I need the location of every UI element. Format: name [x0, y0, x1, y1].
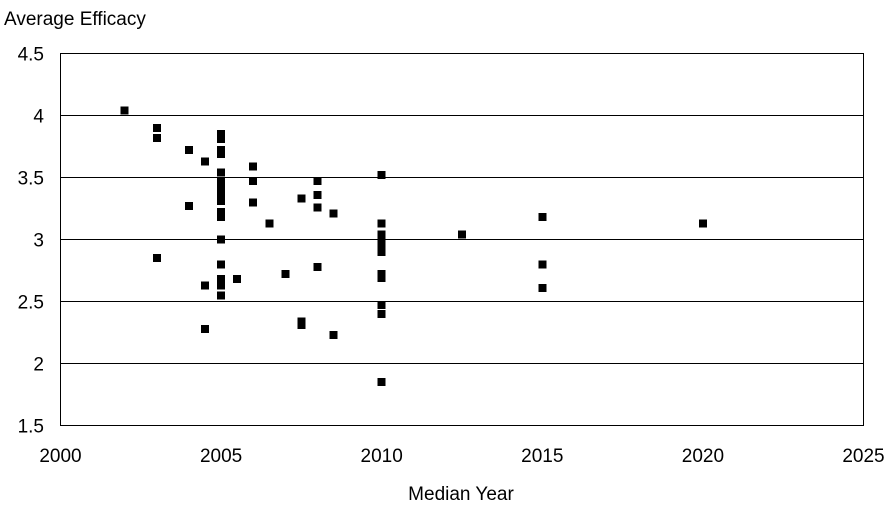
data-point [184, 146, 193, 155]
data-point [377, 247, 386, 256]
data-point [217, 291, 226, 300]
data-point [217, 281, 226, 290]
data-point [329, 330, 338, 339]
data-point [297, 321, 306, 330]
y-axis-ticks: 1.5 2 2.5 3 3.5 4 4.5 [18, 45, 45, 438]
data-point [233, 275, 242, 284]
data-point [217, 177, 226, 186]
data-point [313, 177, 322, 186]
data-point [297, 194, 306, 203]
data-point [377, 301, 386, 310]
data-point [217, 135, 226, 144]
data-point [201, 281, 210, 290]
x-tick-label: 2020 [682, 446, 724, 467]
data-point [217, 275, 226, 284]
plot-area [60, 53, 864, 426]
x-axis-title: Median Year [408, 484, 514, 505]
data-point [217, 168, 226, 177]
data-point [538, 283, 547, 292]
data-point [377, 171, 386, 180]
y-tick-label: 4 [33, 107, 44, 128]
y-tick-label: 2 [33, 355, 44, 376]
data-point [152, 123, 161, 132]
data-point [538, 213, 547, 222]
data-point [217, 192, 226, 201]
x-axis-ticks: 2000 2005 2010 2015 2020 2025 [39, 446, 884, 467]
data-point [377, 378, 386, 387]
y-tick-label: 3.5 [18, 169, 44, 190]
data-point [217, 208, 226, 217]
gridlines [60, 115, 864, 364]
data-point [201, 157, 210, 166]
data-point [377, 273, 386, 282]
data-point [217, 260, 226, 269]
y-tick-label: 1.5 [18, 417, 44, 438]
data-point [377, 230, 386, 239]
data-point [329, 209, 338, 218]
data-point [249, 177, 258, 186]
y-tick-label: 3 [33, 231, 44, 252]
y-axis-title: Average Efficacy [4, 9, 146, 30]
data-point [377, 309, 386, 318]
x-tick-label: 2010 [361, 446, 403, 467]
y-tick-label: 4.5 [18, 45, 44, 66]
data-point [217, 149, 226, 158]
data-point [377, 235, 386, 244]
data-point [152, 133, 161, 142]
data-point [313, 262, 322, 271]
data-point [217, 183, 226, 192]
data-point [458, 230, 466, 239]
data-point [698, 219, 707, 228]
data-point [281, 270, 290, 279]
data-point [217, 197, 226, 206]
data-points [120, 106, 707, 387]
y-tick-label: 2.5 [18, 293, 44, 314]
data-point [377, 219, 386, 228]
data-point [249, 198, 258, 207]
x-tick-label: 2005 [200, 446, 242, 467]
data-point [249, 162, 258, 171]
x-tick-label: 2015 [521, 446, 563, 467]
x-tick-label: 2000 [39, 446, 81, 467]
data-point [265, 219, 274, 228]
data-point [152, 254, 161, 263]
data-point [313, 203, 322, 212]
data-point [538, 260, 547, 269]
data-point [313, 190, 322, 199]
data-point [201, 324, 210, 333]
data-point [217, 130, 226, 139]
data-point [377, 241, 386, 250]
data-point [217, 235, 226, 244]
x-tick-label: 2025 [842, 446, 884, 467]
data-point [217, 213, 226, 222]
data-point [184, 202, 193, 211]
data-point [120, 106, 129, 115]
